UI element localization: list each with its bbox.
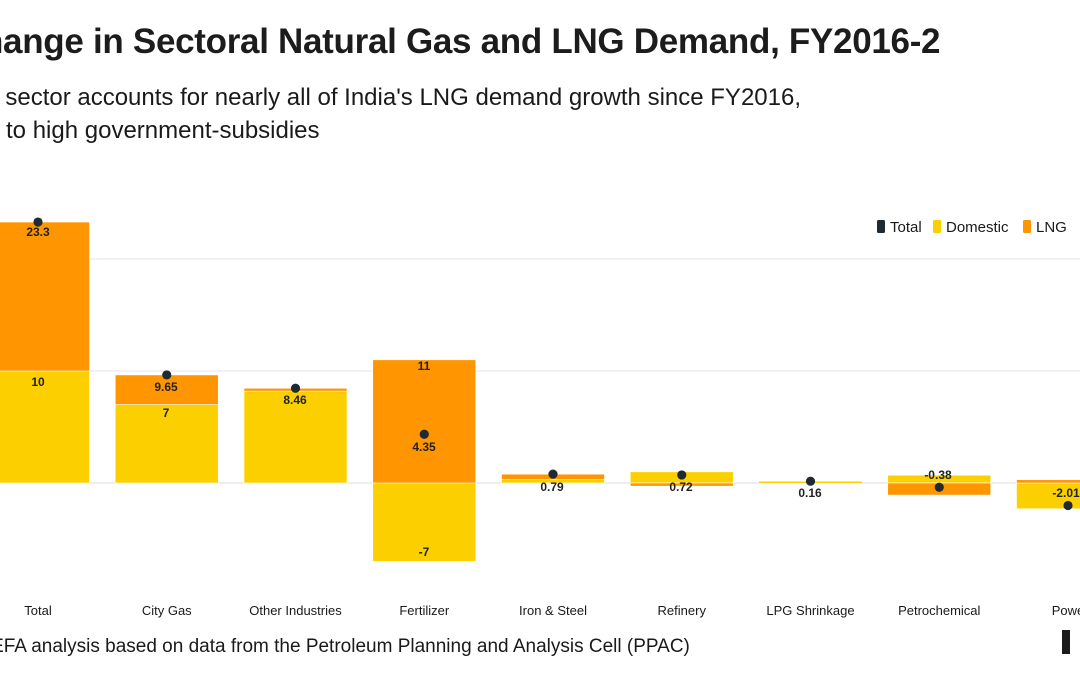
data-label-city-gas-1: 7 <box>163 406 170 420</box>
data-label-refinery-0: 0.72 <box>669 480 693 494</box>
publisher-logo-mark <box>1062 630 1070 654</box>
data-label-city-gas-0: 9.65 <box>154 380 178 394</box>
legend-label-domestic: Domestic <box>946 219 1009 236</box>
x-tick-label-city-gas: City Gas <box>142 603 192 618</box>
marker-total-total <box>33 217 43 227</box>
data-label-iron-steel-0: 0.79 <box>540 480 564 494</box>
marker-total-other-industries <box>290 383 301 393</box>
x-tick-label-refinery: Refinery <box>658 603 707 618</box>
legend-swatch-total <box>877 220 885 233</box>
chart-subtitle-line-2: g to high government-subsidies <box>0 117 320 144</box>
data-label-total-1: 10 <box>31 375 45 389</box>
data-label-petrochemical-0: -0.38 <box>924 468 952 482</box>
chart-subtitle-line-1: izer sector accounts for nearly all of I… <box>0 84 801 111</box>
bar-domestic-total <box>0 370 90 484</box>
bar-lng-total <box>0 221 90 372</box>
source-note: e: IEEFA analysis based on data from the… <box>0 636 690 657</box>
data-label-lpg-shrinkage-0: 0.16 <box>798 486 822 500</box>
data-label-other-industries-0: 8.46 <box>283 393 307 407</box>
bar-lng-refinery <box>629 482 734 487</box>
x-tick-label-total: Total <box>24 603 52 618</box>
bar-domestic-other-industries <box>243 390 348 484</box>
x-tick-label-other-industries: Other Industries <box>249 603 342 618</box>
x-tick-label-powe: Powe <box>1052 603 1080 618</box>
legend-swatch-lng <box>1023 220 1031 233</box>
x-tick-label-petrochemical: Petrochemical <box>898 603 980 618</box>
data-label-fertilizer-2: -7 <box>419 545 430 559</box>
marker-total-lpg-shrinkage <box>805 476 816 486</box>
data-label-fertilizer-0: 11 <box>418 359 431 373</box>
marker-total-refinery <box>677 470 687 480</box>
x-tick-label-lpg-shrinkage: LPG Shrinkage <box>766 603 854 618</box>
x-tick-label-fertilizer: Fertilizer <box>399 603 450 618</box>
marker-total-powe <box>1063 500 1073 511</box>
chart-title-text: Change in Sectoral Natural Gas and LNG D… <box>0 22 941 61</box>
chart-title: Change in Sectoral Natural Gas and LNG D… <box>0 22 1080 72</box>
bar-lng-fertilizer <box>372 359 477 484</box>
legend-swatch-domestic <box>933 220 941 233</box>
data-label-powe-0: -2.01 <box>1052 486 1080 500</box>
data-label-fertilizer-1: 4.35 <box>412 440 436 454</box>
marker-total-fertilizer <box>419 429 429 439</box>
legend-label-total: Total <box>890 219 922 236</box>
marker-total-city-gas <box>162 370 172 380</box>
marker-total-petrochemical <box>934 482 944 492</box>
marker-total-iron-steel <box>548 469 558 479</box>
legend-label-lng: LNG <box>1036 219 1067 236</box>
bar-domestic-fertilizer <box>372 482 477 562</box>
data-label-total-0: 23.3 <box>26 225 50 239</box>
bar-lng-powe <box>1016 479 1080 484</box>
x-tick-label-iron-steel: Iron & Steel <box>519 603 587 618</box>
